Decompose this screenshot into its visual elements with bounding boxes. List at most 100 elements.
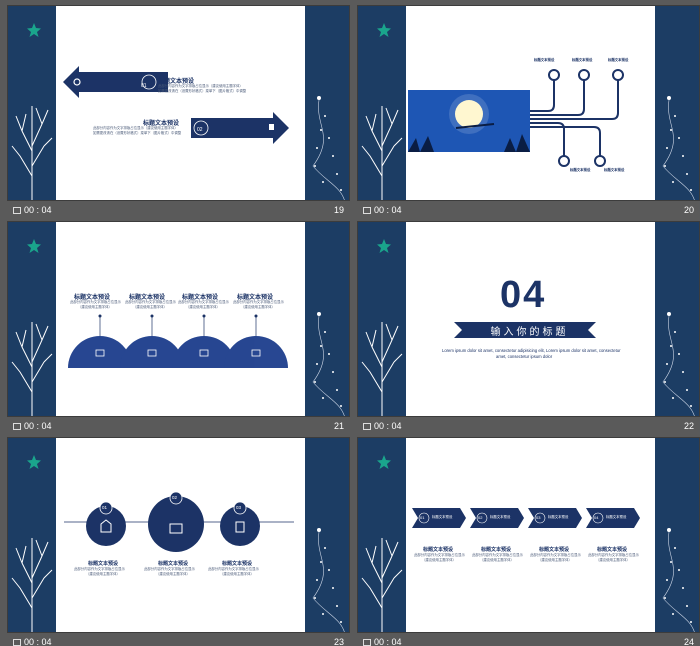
item-title: 标题文本预设: [88, 561, 119, 567]
item-number: 02: [172, 495, 178, 500]
item-desc: 如需更改请在（设置形状格式）菜单下（图片格式）中调整: [93, 131, 182, 135]
slide-timing: 00 : 04: [13, 633, 52, 646]
arrow-right-shape: [191, 112, 289, 144]
slide-thumbnail-24[interactable]: 01 标题文本预设 02 标题文本预设 03 标题文本预设 04 标题文本预设 …: [357, 437, 700, 646]
christmas-tree-icon: [662, 312, 695, 416]
item-number: 01: [102, 505, 108, 510]
step-label: 标题文本预设: [490, 515, 511, 519]
item-desc: 此部分内容作为文字排版占位显示: [178, 300, 229, 304]
item-desc: 此部分内容作为文字排版占位显示: [588, 553, 639, 557]
slide-thumbnail-19[interactable]: 01 标题文本预设 此部分内容作为文字排版占位显示（建议使用主题字体） 如需更改…: [7, 5, 350, 219]
item-desc: （建议使用主题字体）: [86, 572, 120, 576]
item-title: 标题文本预设: [143, 121, 180, 127]
item-desc: 此部分内容作为文字排版占位显示: [208, 567, 259, 571]
slide-timing: 00 : 04: [363, 201, 402, 219]
item-desc: （建议使用主题字体）: [78, 305, 112, 309]
bare-tree-icon: [11, 538, 53, 632]
slide-footer: 00 : 04 24: [357, 633, 700, 646]
heading-ribbon: [454, 322, 596, 338]
item-title: 标题文本预设: [237, 295, 274, 301]
step-label: 标题文本预设: [432, 515, 453, 519]
step-label: 标题文本预设: [606, 515, 627, 519]
chevron-steps: [412, 508, 640, 528]
slide-footer: 00 : 04 22: [357, 417, 700, 435]
item-title: 标题文本预设: [481, 547, 512, 553]
slide-timing: 00 : 04: [363, 417, 402, 435]
step-number: 04: [594, 515, 599, 520]
bare-tree-icon: [361, 106, 403, 200]
christmas-tree-icon: [312, 528, 345, 632]
node-label: 标题文本预设: [570, 168, 591, 172]
slide-number: 23: [333, 637, 344, 646]
star-icon: [27, 239, 41, 253]
slide-number: 24: [683, 637, 694, 646]
item-title: 标题文本预设: [182, 295, 219, 301]
clock-icon: [363, 423, 371, 430]
slide-number: 20: [683, 205, 694, 215]
slide-thumbnail-22[interactable]: 04 输入你的标题 Lorem ipsum dolor sit amet, co…: [357, 221, 700, 435]
item-desc: （建议使用主题字体）: [156, 572, 190, 576]
slide-preview: 01 02 03 标题文本预设 此部分内容作为文字排版占位显示 （建议使用主题字…: [7, 437, 350, 633]
node-label: 标题文本预设: [534, 58, 555, 62]
item-desc: （建议使用主题字体）: [133, 305, 167, 309]
section-number: 04: [500, 274, 547, 316]
slide-thumbnail-23[interactable]: 01 02 03 标题文本预设 此部分内容作为文字排版占位显示 （建议使用主题字…: [7, 437, 350, 646]
right-bar: [655, 6, 699, 200]
item-desc: 此部分内容作为文字排版占位显示: [472, 553, 523, 557]
clock-icon: [13, 639, 21, 646]
item-desc: 如需更改请在（设置形状格式）菜单下（图片格式）中调整: [158, 89, 247, 93]
slide-preview: 01 标题文本预设 02 标题文本预设 03 标题文本预设 04 标题文本预设 …: [357, 437, 700, 633]
slide-preview: 标题文本预设 此部分内容作为文字排版占位显示 （建议使用主题字体） 标题文本预设…: [7, 221, 350, 417]
clock-icon: [363, 639, 371, 646]
bare-tree-icon: [361, 322, 403, 416]
item-desc: 此部分内容作为文字排版占位显示: [74, 567, 125, 571]
slide-thumbnail-21[interactable]: 标题文本预设 此部分内容作为文字排版占位显示 （建议使用主题字体） 标题文本预设…: [7, 221, 350, 435]
slide-footer: 00 : 04 20: [357, 201, 700, 219]
right-bar: [305, 6, 349, 200]
step-number: 02: [478, 515, 483, 520]
star-icon: [27, 23, 41, 37]
item-title: 标题文本预设: [158, 561, 189, 567]
slide-timing: 00 : 04: [363, 633, 402, 646]
item-desc: 此部分内容作为文字排版占位显示（建议使用主题字体）: [93, 126, 178, 130]
step-number: 01: [420, 515, 425, 520]
slide-footer: 00 : 04 23: [7, 633, 350, 646]
node-label: 标题文本预设: [604, 168, 625, 172]
right-bar: [305, 222, 349, 416]
slide-footer: 00 : 04 19: [7, 201, 350, 219]
slide-thumbnail-20[interactable]: 标题文本预设 标题文本预设 标题文本预设 标题文本预设 标题文本预设 00 : …: [357, 5, 700, 219]
bare-tree-icon: [11, 106, 53, 200]
item-desc: （建议使用主题字体）: [596, 558, 630, 562]
christmas-tree-icon: [312, 96, 345, 200]
item-desc: 此部分内容作为文字排版占位显示: [70, 300, 121, 304]
item-desc: （建议使用主题字体）: [220, 572, 254, 576]
node-label: 标题文本预设: [608, 58, 629, 62]
star-icon: [27, 455, 41, 469]
slide-number: 21: [333, 421, 344, 431]
item-title: 标题文本预设: [539, 547, 570, 553]
item-desc: 此部分内容作为文字排版占位显示: [144, 567, 195, 571]
item-desc: （建议使用主题字体）: [241, 305, 275, 309]
christmas-tree-icon: [662, 528, 695, 632]
item-number: 01: [141, 83, 147, 89]
step-number: 03: [536, 515, 541, 520]
item-desc: （建议使用主题字体）: [422, 558, 456, 562]
lorem-text: Lorem ipsum dolor sit amet, consectetur …: [442, 348, 621, 353]
semicircle-diagram: [68, 314, 288, 368]
star-icon: [377, 23, 391, 37]
christmas-tree-icon: [312, 312, 345, 416]
node-label: 标题文本预设: [572, 58, 593, 62]
arrow-left-shape: [63, 66, 168, 98]
item-desc: （建议使用主题字体）: [480, 558, 514, 562]
item-desc: （建议使用主题字体）: [538, 558, 572, 562]
section-heading: 输入你的标题: [490, 327, 569, 338]
christmas-tree-icon: [662, 96, 695, 200]
item-desc: 此部分内容作为文字排版占位显示（建议使用主题字体）: [158, 84, 243, 88]
item-number: 03: [236, 505, 242, 510]
star-icon: [377, 239, 391, 253]
slide-footer: 00 : 04 21: [7, 417, 350, 435]
slide-preview: 标题文本预设 标题文本预设 标题文本预设 标题文本预设 标题文本预设: [357, 5, 700, 201]
item-desc: （建议使用主题字体）: [186, 305, 220, 309]
bare-tree-icon: [361, 538, 403, 632]
item-title: 标题文本预设: [222, 561, 253, 567]
